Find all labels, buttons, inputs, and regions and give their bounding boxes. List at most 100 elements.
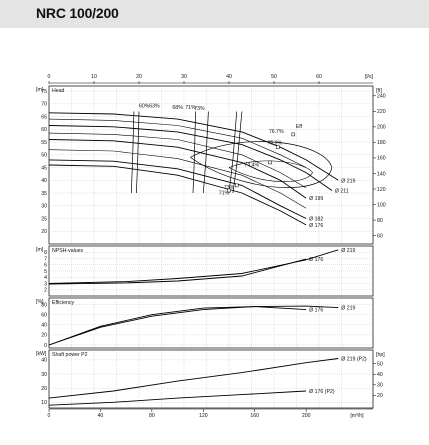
npsh-panel-title: NPSH-values	[52, 248, 84, 254]
head-intermediate-curve	[48, 149, 307, 209]
power-series-curve	[48, 358, 339, 399]
head-right-tick-label: 80	[377, 218, 383, 224]
head-efficiency-label: Eff	[296, 124, 303, 130]
head-efficiency-label: 74.4%	[244, 162, 259, 168]
head-efficiency-label: 68%	[172, 105, 183, 111]
top-axis-tick-label: 0	[48, 74, 51, 80]
power-left-tick-label: 10	[41, 400, 47, 406]
npsh-series-label: Ø 219	[341, 248, 355, 254]
head-left-tick-label: 60	[41, 127, 47, 133]
power-left-tick-label: 20	[41, 386, 47, 392]
head-marker-box	[227, 188, 231, 193]
efficiency-series-label: Ø 219	[341, 306, 355, 312]
npsh-left-tick-label: 8	[44, 250, 47, 256]
head-intermediate-curve	[48, 132, 307, 189]
head-left-tick-label: 35	[41, 191, 47, 197]
head-efficiency-isoline	[130, 111, 135, 194]
head-left-tick-label: 75	[41, 89, 47, 95]
head-efficiency-label: 73%	[224, 185, 235, 191]
head-left-tick-label: 40	[41, 178, 47, 184]
power-left-unit-label: [kW]	[36, 351, 47, 357]
power-right-tick-label: 40	[377, 372, 383, 378]
head-marker-box	[234, 183, 239, 188]
power-right-unit-label: [hp]	[376, 352, 385, 358]
head-left-tick-label: 65	[41, 114, 47, 120]
efficiency-panel-frame	[48, 297, 374, 349]
head-right-tick-label: 120	[377, 187, 386, 193]
head-efficiency-label: 60%	[139, 104, 150, 110]
bottom-axis-unit-label: [m³/h]	[350, 413, 364, 419]
head-efficiency-label: 63%	[149, 104, 160, 110]
head-left-tick-label: 45	[41, 165, 47, 171]
chart-title: NRC 100/200	[36, 5, 119, 21]
head-series-curve	[48, 164, 307, 226]
efficiency-series-label: Ø 176	[309, 308, 323, 314]
efficiency-series-curve	[48, 306, 307, 346]
head-efficiency-label: 76.7%	[269, 129, 284, 135]
head-left-tick-label: 25	[41, 216, 47, 222]
top-axis-tick-label: 40	[226, 74, 232, 80]
npsh-left-unit-label: [m]	[36, 247, 44, 253]
head-panel-frame	[48, 85, 374, 245]
head-right-tick-label: 60	[377, 233, 383, 239]
efficiency-left-unit-label: [%]	[36, 299, 44, 305]
power-left-tick-label: 30	[41, 372, 47, 378]
head-series-curve	[48, 112, 339, 181]
head-panel-title: Head	[52, 88, 65, 94]
bottom-axis-tick-label: 0	[48, 413, 51, 419]
npsh-left-tick-label: 6	[44, 263, 47, 269]
top-axis-tick-label: 30	[181, 74, 187, 80]
bottom-axis-tick-label: 40	[98, 413, 104, 419]
efficiency-panel-title: Efficiency	[52, 300, 75, 306]
npsh-left-tick-label: 2	[44, 288, 47, 294]
bottom-axis-tick-label: 120	[199, 413, 208, 419]
head-right-tick-label: 200	[377, 125, 386, 131]
head-efficiency-isoline	[228, 111, 238, 194]
npsh-left-tick-label: 4	[44, 275, 47, 281]
npsh-left-tick-label: 5	[44, 269, 47, 275]
power-right-tick-label: 30	[377, 383, 383, 389]
head-marker-box	[276, 145, 280, 149]
head-series-label: Ø 211	[335, 188, 349, 194]
head-series-curve	[48, 139, 307, 199]
efficiency-left-tick-label: 0	[44, 343, 47, 349]
top-axis-unit-label: [l/s]	[365, 74, 374, 80]
power-left-tick-label: 40	[41, 358, 47, 364]
power-series-label: Ø 176 (P2)	[309, 389, 335, 395]
head-series-label: Ø 182	[309, 217, 323, 223]
head-right-unit-label: [ft]	[376, 88, 382, 94]
efficiency-left-tick-label: 60	[41, 312, 47, 318]
head-right-tick-label: 220	[377, 109, 386, 115]
head-efficiency-label: 75.9%	[268, 141, 283, 147]
head-efficiency-isoline	[136, 111, 140, 194]
head-left-tick-label: 30	[41, 204, 47, 210]
top-axis-tick-label: 20	[136, 74, 142, 80]
head-right-tick-label: 140	[377, 171, 386, 177]
power-right-tick-label: 20	[377, 393, 383, 399]
head-right-tick-label: 100	[377, 202, 386, 208]
head-efficiency-isoline	[232, 111, 243, 194]
efficiency-left-tick-label: 40	[41, 323, 47, 329]
head-left-tick-label: 20	[41, 229, 47, 235]
bottom-axis-tick-label: 160	[250, 413, 259, 419]
head-efficiency-loop-inner	[228, 160, 313, 182]
head-efficiency-isoline	[202, 111, 209, 194]
npsh-left-tick-label: 3	[44, 281, 47, 287]
head-series-label: Ø 199	[309, 196, 323, 202]
top-axis-tick-label: 10	[91, 74, 97, 80]
bottom-axis-tick-label: 80	[149, 413, 155, 419]
head-series-curve	[48, 125, 333, 191]
title-bar: NRC 100/200	[0, 0, 429, 28]
head-intermediate-curve	[48, 118, 307, 168]
head-left-tick-label: 55	[41, 140, 47, 146]
head-efficiency-isoline	[192, 111, 196, 194]
head-left-tick-label: 50	[41, 153, 47, 159]
head-marker-box	[268, 160, 272, 165]
head-efficiency-label: 73%	[194, 106, 205, 112]
head-left-tick-label: 70	[41, 102, 47, 108]
head-efficiency-label: 71%	[219, 190, 230, 196]
head-right-tick-label: 240	[377, 94, 386, 100]
top-axis-tick-label: 60	[316, 74, 322, 80]
head-left-unit-label: [m]	[36, 87, 44, 93]
head-right-tick-label: 180	[377, 140, 386, 146]
